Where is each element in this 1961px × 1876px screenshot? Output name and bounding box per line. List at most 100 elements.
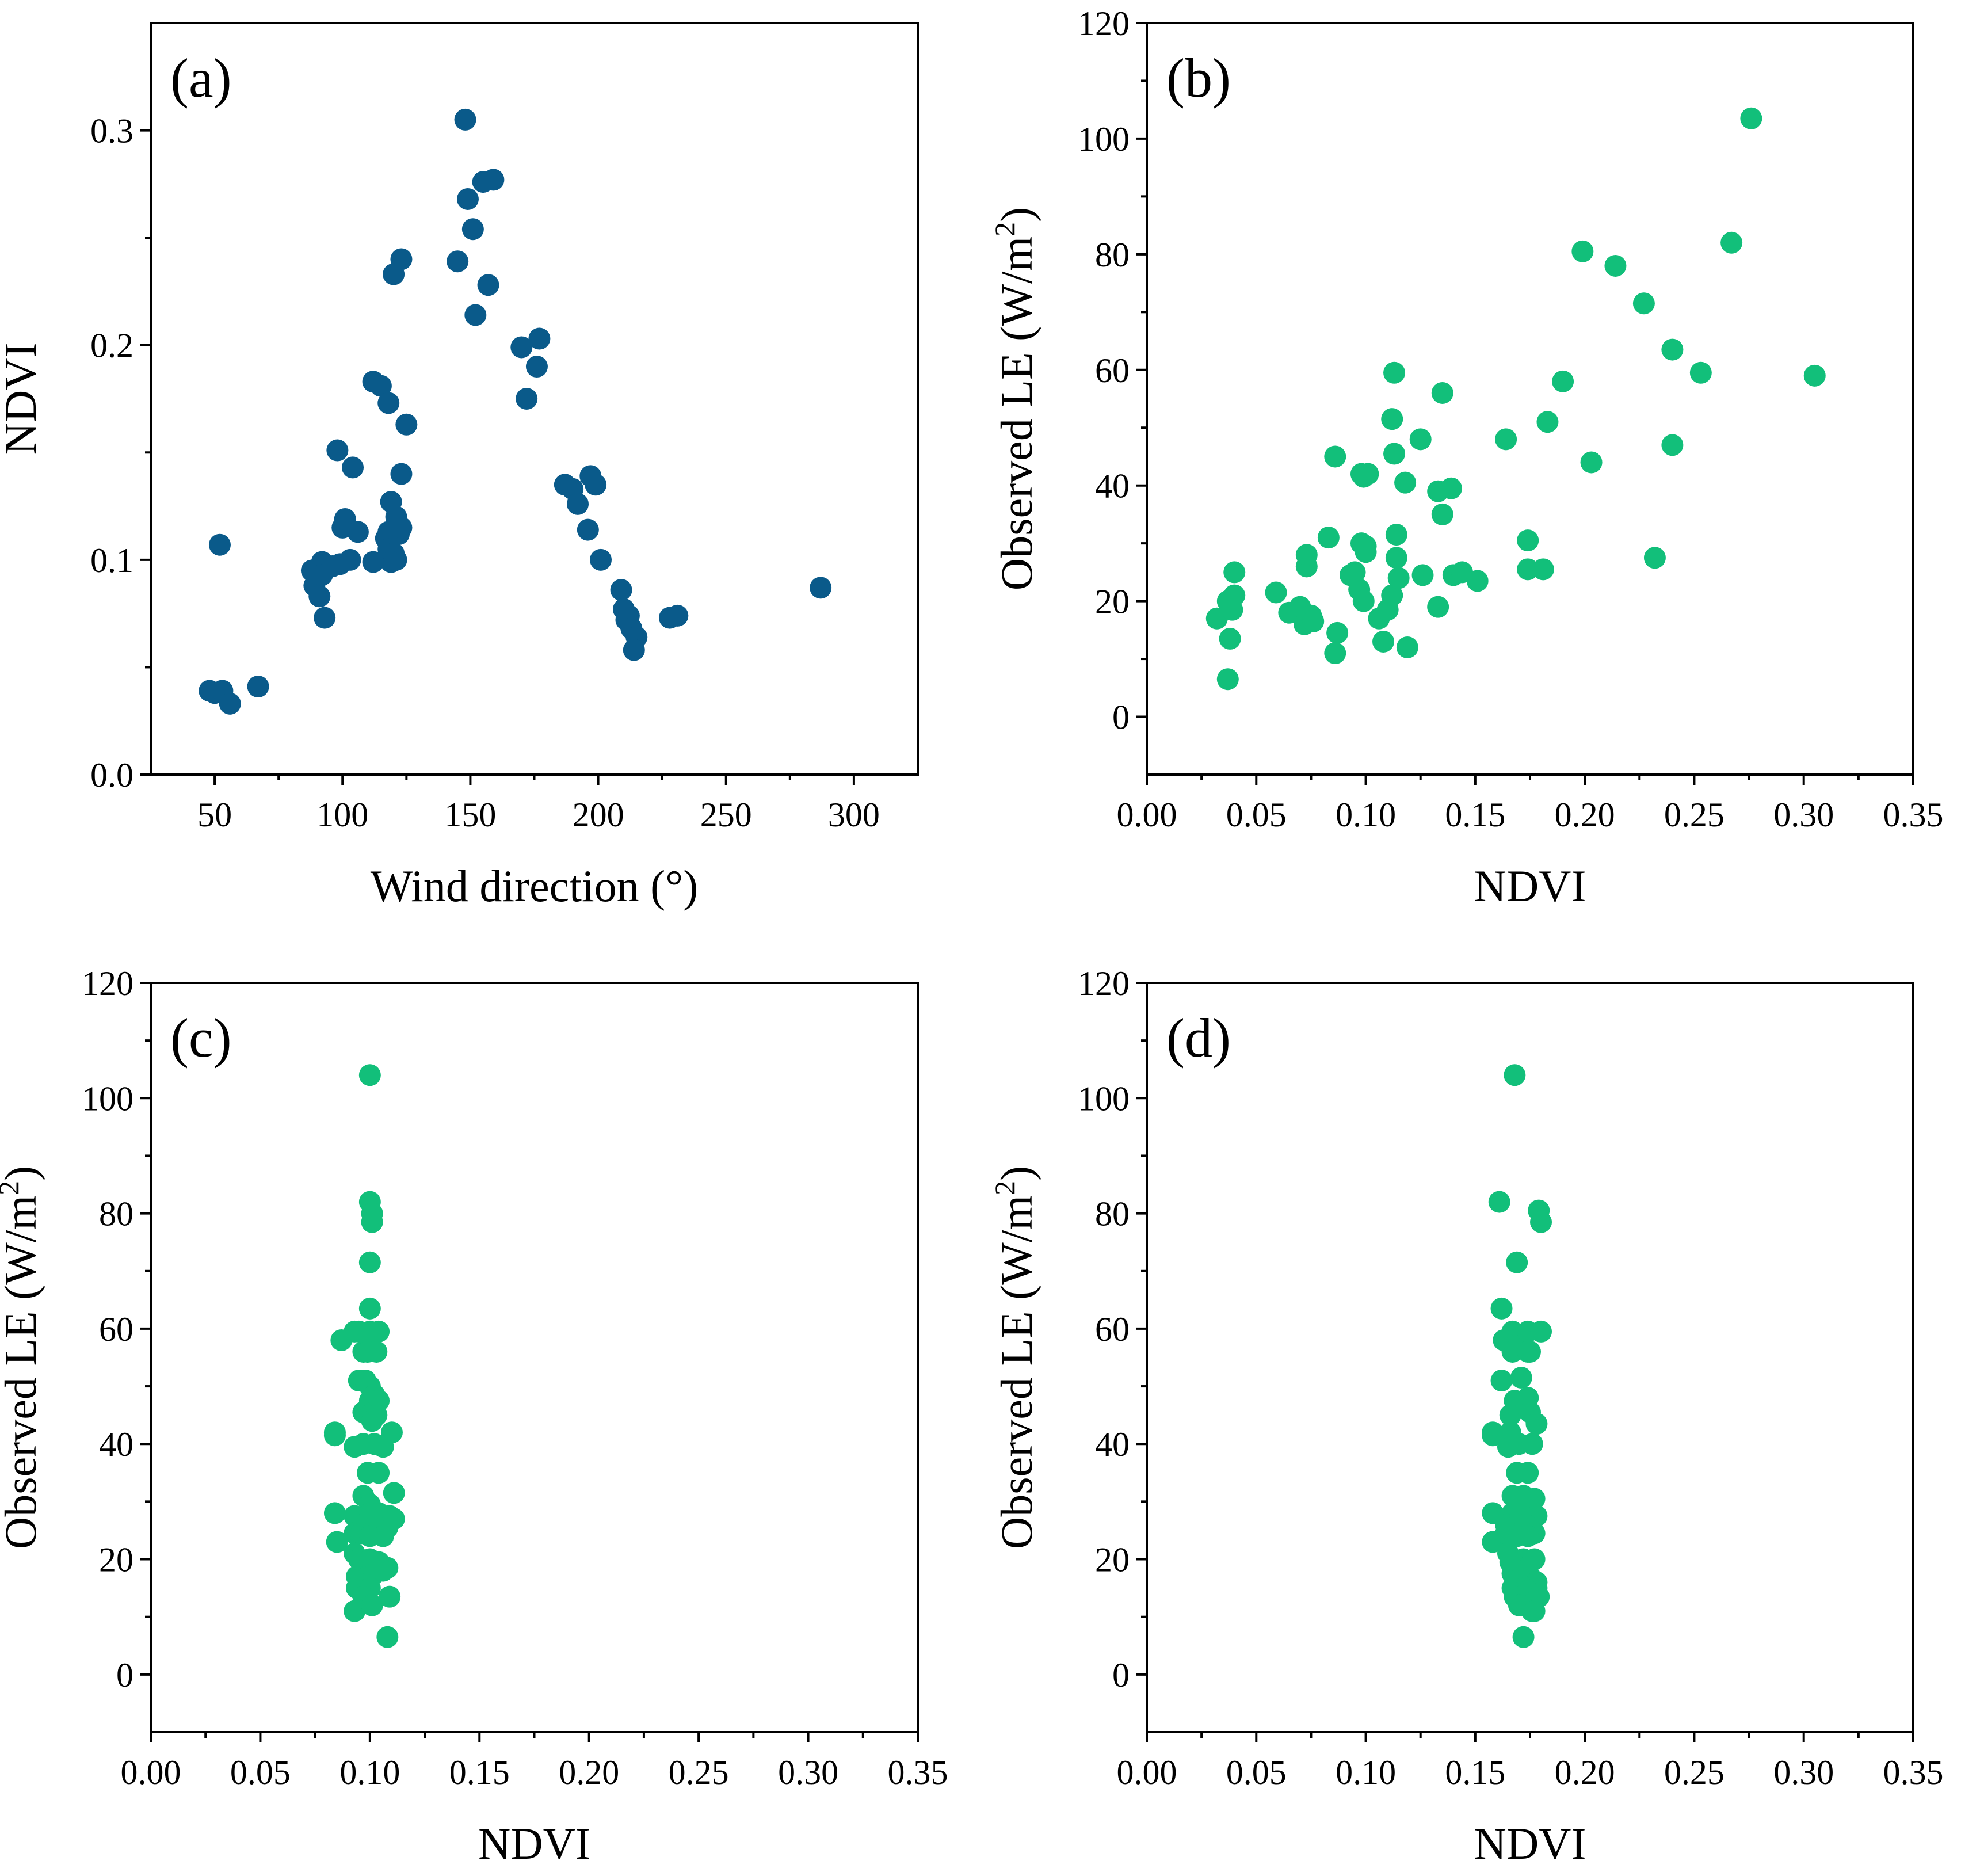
data-point [1497,1436,1519,1458]
data-point [326,1531,348,1553]
data-point [666,604,689,627]
data-point [1394,471,1417,494]
x-tick-label: 0.25 [1664,796,1725,834]
y-tick-label: 80 [1095,1195,1130,1233]
y-tick-label: 80 [99,1195,133,1233]
panel-label: (b) [1166,47,1231,109]
data-point [365,1340,388,1363]
x-tick-label: 0.20 [559,1753,619,1791]
y-tick-label: 60 [99,1310,133,1348]
data-point [377,392,400,414]
x-tick-label: 0.00 [1117,1753,1177,1791]
data-point [1482,1424,1504,1447]
y-axis-title: NDVI [0,343,45,455]
data-point [369,375,392,397]
data-point [361,1211,383,1233]
data-point [464,304,487,326]
x-tick-label: 300 [828,796,880,834]
data-point [1512,1626,1535,1648]
x-tick-label: 0.05 [1226,1753,1287,1791]
data-point [1431,503,1453,525]
x-tick-label: 0.15 [1445,796,1505,834]
data-point [1223,561,1246,584]
data-point [447,250,469,273]
y-tick-label: 0 [116,1656,133,1694]
data-point [1689,361,1712,384]
data-point [528,327,551,350]
data-point [346,521,369,543]
y-tick-label: 0.0 [90,756,133,794]
data-point [1517,529,1539,552]
data-point [1517,1462,1539,1484]
data-point [247,676,269,698]
data-point [1352,466,1375,488]
data-point [361,1594,383,1616]
y-tick-label: 120 [1078,964,1130,1002]
data-point [1344,561,1366,584]
data-point [368,1462,390,1484]
data-point [390,463,413,485]
panel-label: (c) [170,1007,232,1069]
y-tick-label: 120 [82,964,133,1002]
data-point [368,1320,390,1343]
data-point [208,533,231,556]
data-point [376,1626,399,1648]
x-tick-label: 0.30 [1773,1753,1834,1791]
y-axis-title-text: Observed LE (W/m [991,1195,1041,1549]
y-tick-label: 40 [1095,1425,1130,1463]
data-point [1643,547,1666,569]
y-tick-label: 0.2 [90,327,133,365]
data-point [380,551,402,573]
x-tick-label: 0.25 [669,1753,729,1791]
data-point [567,493,589,515]
data-point [456,188,479,210]
data-point [1326,621,1349,644]
y-axis-title: Observed LE (W/m2) [989,207,1041,590]
data-point [358,1297,381,1320]
data-point [372,1436,394,1458]
data-point [1632,292,1655,315]
data-point [1490,1297,1513,1320]
data-point [1324,642,1346,665]
x-tick-label: 0.25 [1664,1753,1725,1791]
chart-panel: 0.00 0.05 0.10 0.15 0.20 0.25 0.30 0.35 0 20 40 60 8… [0,964,948,1869]
x-tick-label: 250 [700,796,752,834]
y-axis-title: Observed LE (W/m2) [0,1166,45,1549]
x-tick-label: 0.35 [1883,1753,1944,1791]
data-point [323,1424,346,1447]
data-point [1219,627,1241,650]
data-point [1517,558,1539,581]
data-point [623,639,645,661]
data-point [810,577,832,599]
data-point [1387,567,1410,589]
data-point [1302,610,1325,632]
chart-panel: 0.00 0.05 0.10 0.15 0.20 0.25 0.30 0.35 0 20 40 60 8… [989,5,1944,911]
data-point [1501,1340,1524,1363]
data-point [1661,434,1684,456]
data-point [1352,590,1375,612]
panel-label: (a) [170,47,232,109]
data-point [1510,1367,1532,1389]
data-point [372,1525,394,1547]
x-tick-label: 0.35 [1883,796,1944,834]
data-point [329,553,351,575]
data-point [358,1064,381,1086]
x-axis-title: NDVI [1474,1818,1586,1869]
x-tick-label: 0.00 [1117,796,1177,834]
y-tick-label: 120 [1078,5,1130,43]
y-axis-title-superscript: 2 [989,1181,1021,1195]
data-point [1295,544,1318,566]
data-point [610,579,632,601]
data-point [1383,361,1406,384]
x-tick-label: 0.05 [230,1753,291,1791]
data-point [361,1410,383,1432]
data-point [577,518,599,541]
data-point [1466,570,1489,592]
data-point [477,274,499,296]
y-axis-title-text: Observed LE (W/m [991,237,1041,590]
data-point [395,413,418,436]
data-point [1571,240,1594,262]
x-tick-label: 150 [444,796,496,834]
data-point [1517,1525,1539,1547]
